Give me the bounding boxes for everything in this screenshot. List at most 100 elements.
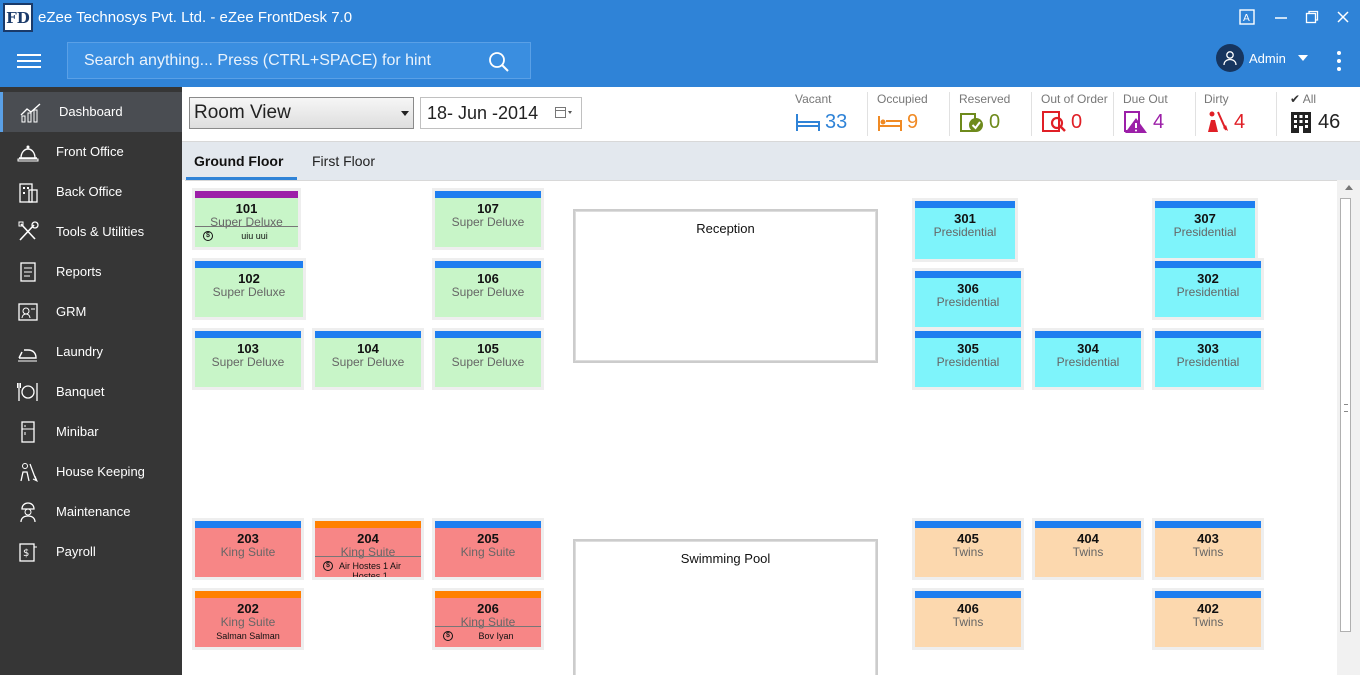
room-number: 403 xyxy=(1197,531,1219,546)
room-tile-205[interactable]: 205 King Suite xyxy=(435,521,541,577)
building-icon xyxy=(1288,110,1314,134)
sidebar-item-reports[interactable]: Reports xyxy=(0,252,182,292)
sidebar-item-label: Back Office xyxy=(56,184,123,199)
more-options-icon[interactable] xyxy=(1337,51,1341,71)
room-tile-101[interactable]: 101 Super Deluxe $ uiu uui xyxy=(195,191,298,247)
search-icon[interactable] xyxy=(488,51,510,73)
calendar-icon[interactable] xyxy=(555,107,573,119)
room-tile-304[interactable]: 304 Presidential xyxy=(1035,331,1141,387)
room-number: 305 xyxy=(957,341,979,356)
stat-vacant[interactable]: Vacant 33 xyxy=(795,92,868,136)
room-type: King Suite xyxy=(220,615,276,629)
date-picker[interactable]: 18- Jun -2014 xyxy=(420,97,582,129)
due-out-icon xyxy=(1123,110,1149,134)
stat-dirty[interactable]: Dirty 4 xyxy=(1204,92,1277,136)
room-tile-104[interactable]: 104 Super Deluxe xyxy=(315,331,421,387)
search-input[interactable] xyxy=(68,43,488,78)
sidebar-item-label: Reports xyxy=(56,264,102,279)
minimize-button[interactable] xyxy=(1272,8,1290,26)
stat-label: Occupied xyxy=(877,92,928,106)
room-tile-206[interactable]: 206 King Suite $ Bov Iyan xyxy=(435,591,541,647)
stat-due-out[interactable]: Due Out 4 xyxy=(1123,92,1196,136)
sidebar-item-tools-utilities[interactable]: Tools & Utilities xyxy=(0,212,182,252)
sidebar-item-house-keeping[interactable]: House Keeping xyxy=(0,452,182,492)
user-menu[interactable]: Admin xyxy=(1216,43,1308,73)
scroll-up-arrow-icon[interactable] xyxy=(1345,185,1353,190)
hamburger-menu-icon[interactable] xyxy=(17,54,41,68)
sidebar-item-maintenance[interactable]: Maintenance xyxy=(0,492,182,532)
window-title: eZee Technosys Pvt. Ltd. - eZee FrontDes… xyxy=(38,9,353,26)
dashboard-chart-icon xyxy=(19,101,43,123)
language-icon[interactable]: A xyxy=(1238,8,1256,26)
room-tile-105[interactable]: 105 Super Deluxe xyxy=(435,331,541,387)
out-of-order-icon xyxy=(1041,110,1067,134)
sidebar-item-grm[interactable]: GRM xyxy=(0,292,182,332)
sidebar-item-label: Front Office xyxy=(56,144,124,159)
room-status-strip xyxy=(195,521,301,528)
stat-value: 0 xyxy=(1071,111,1083,133)
stat-all[interactable]: ✔ All 46 xyxy=(1288,92,1348,136)
sidebar-item-banquet[interactable]: Banquet xyxy=(0,372,182,412)
room-tile-403[interactable]: 403 Twins xyxy=(1155,521,1261,577)
stat-label: Dirty xyxy=(1204,92,1229,106)
room-status-strip xyxy=(315,331,421,338)
sidebar-item-label: Laundry xyxy=(56,344,103,359)
sidebar-item-dashboard[interactable]: Dashboard xyxy=(0,92,182,132)
room-tile-103[interactable]: 103 Super Deluxe xyxy=(195,331,301,387)
room-type: Twins xyxy=(1192,615,1224,629)
room-tile-402[interactable]: 402 Twins xyxy=(1155,591,1261,647)
room-tile-404[interactable]: 404 Twins xyxy=(1035,521,1141,577)
room-number: 205 xyxy=(477,531,499,546)
room-number: 102 xyxy=(238,271,260,286)
room-tile-405[interactable]: 405 Twins xyxy=(915,521,1021,577)
close-button[interactable] xyxy=(1334,8,1352,26)
scrollbar-thumb[interactable] xyxy=(1340,198,1351,632)
stat-reserved[interactable]: Reserved 0 xyxy=(959,92,1032,136)
sidebar-item-label: Tools & Utilities xyxy=(56,224,145,239)
tab-ground-floor[interactable]: Ground Floor xyxy=(194,153,284,169)
room-type: Twins xyxy=(1072,545,1104,559)
banquet-cutlery-icon xyxy=(16,381,40,403)
view-select[interactable]: Room View xyxy=(189,97,414,129)
sidebar-item-back-office[interactable]: Back Office xyxy=(0,172,182,212)
stat-out-of-order[interactable]: Out of Order 0 xyxy=(1041,92,1114,136)
room-tile-306[interactable]: 306 Presidential xyxy=(915,271,1021,327)
sidebar-item-payroll[interactable]: $ Payroll xyxy=(0,532,182,572)
room-status-strip xyxy=(315,521,421,528)
room-number: 104 xyxy=(357,341,379,356)
room-status-strip xyxy=(1155,261,1261,268)
room-tile-204[interactable]: 204 King Suite $ Air Hostes 1 Air Hostes 1 xyxy=(315,521,421,577)
room-tile-107[interactable]: 107 Super Deluxe xyxy=(435,191,541,247)
dirty-icon xyxy=(1204,110,1230,134)
restore-button[interactable] xyxy=(1303,8,1321,26)
room-tile-406[interactable]: 406 Twins xyxy=(915,591,1021,647)
room-tile-305[interactable]: 305 Presidential xyxy=(915,331,1021,387)
reports-icon xyxy=(16,261,40,283)
vertical-scrollbar[interactable] xyxy=(1337,180,1360,675)
tab-first-floor[interactable]: First Floor xyxy=(312,153,375,169)
room-number: 303 xyxy=(1197,341,1219,356)
room-tile-303[interactable]: 303 Presidential xyxy=(1155,331,1261,387)
stat-occupied[interactable]: Occupied 9 xyxy=(877,92,950,136)
room-tile-106[interactable]: 106 Super Deluxe xyxy=(435,261,541,317)
swimming-pool-label: Swimming Pool xyxy=(680,551,771,566)
housekeeping-icon xyxy=(16,461,40,483)
room-tile-102[interactable]: 102 Super Deluxe xyxy=(195,261,303,317)
chevron-down-icon xyxy=(1297,55,1308,61)
room-number: 402 xyxy=(1197,601,1219,616)
room-tile-307[interactable]: 307 Presidential xyxy=(1155,201,1255,259)
room-type: Super Deluxe xyxy=(211,355,285,369)
room-status-strip xyxy=(915,201,1015,208)
sidebar-item-label: Minibar xyxy=(56,424,99,439)
room-tile-203[interactable]: 203 King Suite xyxy=(195,521,301,577)
payment-due-icon: $ xyxy=(323,561,333,571)
sidebar-item-laundry[interactable]: Laundry xyxy=(0,332,182,372)
room-number: 404 xyxy=(1077,531,1099,546)
room-number: 302 xyxy=(1197,271,1219,286)
room-tile-302[interactable]: 302 Presidential xyxy=(1155,261,1261,317)
room-tile-301[interactable]: 301 Presidential xyxy=(915,201,1015,259)
room-tile-202[interactable]: 202 King Suite Salman Salman xyxy=(195,591,301,647)
sidebar-item-front-office[interactable]: Front Office xyxy=(0,132,182,172)
sidebar-item-minibar[interactable]: Minibar xyxy=(0,412,182,452)
room-status-strip xyxy=(195,591,301,598)
